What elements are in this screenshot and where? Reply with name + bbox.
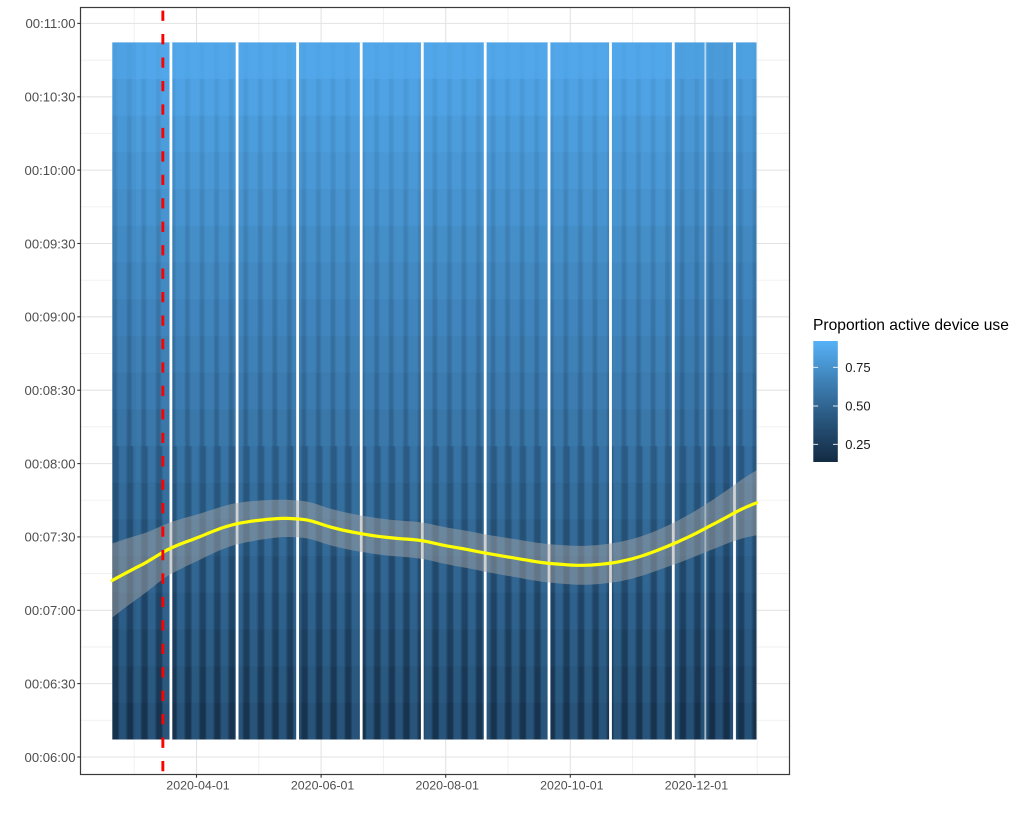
svg-text:00:08:30: 00:08:30	[25, 383, 76, 398]
svg-text:2020-10-01: 2020-10-01	[540, 778, 603, 792]
svg-text:2020-12-01: 2020-12-01	[665, 778, 728, 792]
svg-text:0.75: 0.75	[845, 360, 870, 375]
svg-text:00:10:00: 00:10:00	[25, 163, 76, 178]
svg-text:2020-04-01: 2020-04-01	[166, 778, 229, 792]
svg-text:2020-06-01: 2020-06-01	[291, 778, 354, 792]
svg-text:00:06:30: 00:06:30	[25, 676, 76, 691]
svg-text:Proportion active device use: Proportion active device use	[813, 317, 1009, 334]
svg-text:0.25: 0.25	[845, 437, 870, 452]
svg-text:00:07:00: 00:07:00	[25, 603, 76, 618]
svg-text:0.50: 0.50	[845, 399, 870, 414]
svg-text:00:10:30: 00:10:30	[25, 90, 76, 105]
svg-text:00:06:00: 00:06:00	[25, 750, 76, 765]
svg-text:00:08:00: 00:08:00	[25, 456, 76, 471]
svg-text:00:09:00: 00:09:00	[25, 310, 76, 325]
svg-text:00:11:00: 00:11:00	[26, 16, 76, 31]
svg-text:00:09:30: 00:09:30	[25, 236, 76, 251]
svg-text:2020-08-01: 2020-08-01	[416, 778, 479, 792]
svg-text:00:07:30: 00:07:30	[25, 530, 76, 545]
